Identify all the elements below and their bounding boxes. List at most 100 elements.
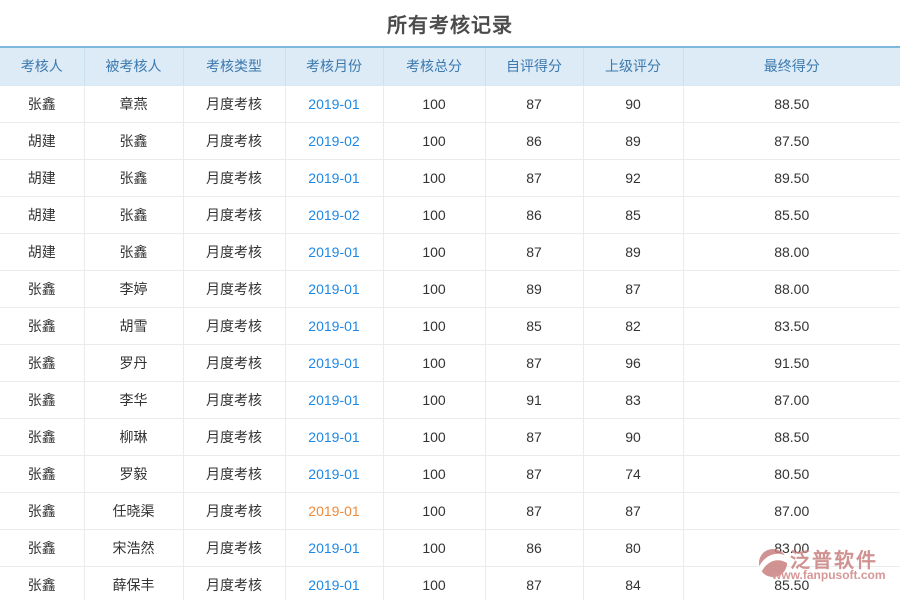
cell-superior-score: 80 <box>583 529 684 567</box>
month-link[interactable]: 2019-01 <box>308 317 360 334</box>
table-row[interactable]: 张鑫 李华 月度考核 2019-01 100 91 83 87.00 <box>0 381 900 419</box>
cell-type: 月度考核 <box>183 122 286 160</box>
cell-type: 月度考核 <box>183 233 286 271</box>
cell-assessee: 罗毅 <box>84 455 184 493</box>
month-link[interactable]: 2019-01 <box>308 465 360 482</box>
table-row[interactable]: 张鑫 宋浩然 月度考核 2019-01 100 86 80 83.00 <box>0 529 900 567</box>
cell-self-score: 89 <box>485 270 584 308</box>
cell-type: 月度考核 <box>183 381 286 419</box>
cell-type: 月度考核 <box>183 159 286 197</box>
cell-assessee: 柳琳 <box>84 418 184 456</box>
cell-superior-score: 82 <box>583 307 684 345</box>
cell-assessor: 胡建 <box>0 196 85 234</box>
cell-self-score: 86 <box>485 529 584 567</box>
cell-assessee: 张鑫 <box>84 159 184 197</box>
column-header-total: 考核总分 <box>383 46 486 86</box>
cell-final-score: 88.50 <box>683 418 900 456</box>
cell-self-score: 87 <box>485 344 584 382</box>
cell-superior-score: 92 <box>583 159 684 197</box>
table-row[interactable]: 胡建 张鑫 月度考核 2019-02 100 86 85 85.50 <box>0 196 900 234</box>
cell-assessor: 胡建 <box>0 159 85 197</box>
cell-month: 2019-02 <box>285 122 384 160</box>
month-link[interactable]: 2019-01 <box>308 428 360 445</box>
cell-total: 100 <box>383 566 486 600</box>
cell-assessor: 张鑫 <box>0 455 85 493</box>
month-link[interactable]: 2019-01 <box>308 391 360 408</box>
column-header-assessor: 考核人 <box>0 46 85 86</box>
cell-assessee: 李婷 <box>84 270 184 308</box>
month-link[interactable]: 2019-02 <box>308 206 360 223</box>
column-header-month: 考核月份 <box>285 46 384 86</box>
month-link[interactable]: 2019-01 <box>308 354 360 371</box>
table-row[interactable]: 张鑫 胡雪 月度考核 2019-01 100 85 82 83.50 <box>0 307 900 345</box>
cell-superior-score: 89 <box>583 233 684 271</box>
cell-type: 月度考核 <box>183 344 286 382</box>
assessment-table: 考核人 被考核人 考核类型 考核月份 考核总分 自评得分 上级评分 最终得分 张… <box>0 46 900 600</box>
cell-month: 2019-01 <box>285 529 384 567</box>
cell-assessor: 张鑫 <box>0 529 85 567</box>
table-row[interactable]: 张鑫 任晓渠 月度考核 2019-01 100 87 87 87.00 <box>0 492 900 530</box>
cell-total: 100 <box>383 233 486 271</box>
month-link[interactable]: 2019-02 <box>308 132 360 149</box>
cell-self-score: 87 <box>485 85 584 123</box>
table-row[interactable]: 胡建 张鑫 月度考核 2019-01 100 87 89 88.00 <box>0 233 900 271</box>
cell-total: 100 <box>383 159 486 197</box>
cell-type: 月度考核 <box>183 270 286 308</box>
cell-superior-score: 85 <box>583 196 684 234</box>
cell-final-score: 87.00 <box>683 381 900 419</box>
cell-assessee: 李华 <box>84 381 184 419</box>
cell-final-score: 89.50 <box>683 159 900 197</box>
table-row[interactable]: 张鑫 罗毅 月度考核 2019-01 100 87 74 80.50 <box>0 455 900 493</box>
cell-total: 100 <box>383 122 486 160</box>
table-row[interactable]: 张鑫 章燕 月度考核 2019-01 100 87 90 88.50 <box>0 85 900 123</box>
cell-assessor: 张鑫 <box>0 85 85 123</box>
cell-assessor: 张鑫 <box>0 566 85 600</box>
cell-assessor: 胡建 <box>0 233 85 271</box>
cell-final-score: 87.00 <box>683 492 900 530</box>
cell-final-score: 85.50 <box>683 196 900 234</box>
month-link[interactable]: 2019-01 <box>308 280 360 297</box>
table-row[interactable]: 张鑫 薛保丰 月度考核 2019-01 100 87 84 85.50 <box>0 566 900 600</box>
cell-self-score: 87 <box>485 159 584 197</box>
table-row[interactable]: 胡建 张鑫 月度考核 2019-01 100 87 92 89.50 <box>0 159 900 197</box>
cell-total: 100 <box>383 455 486 493</box>
cell-total: 100 <box>383 344 486 382</box>
cell-type: 月度考核 <box>183 566 286 600</box>
cell-month: 2019-01 <box>285 233 384 271</box>
cell-month: 2019-01 <box>285 270 384 308</box>
table-row[interactable]: 胡建 张鑫 月度考核 2019-02 100 86 89 87.50 <box>0 122 900 160</box>
cell-assessor: 张鑫 <box>0 381 85 419</box>
cell-type: 月度考核 <box>183 85 286 123</box>
cell-total: 100 <box>383 492 486 530</box>
cell-self-score: 86 <box>485 122 584 160</box>
month-link[interactable]: 2019-01 <box>308 539 360 556</box>
cell-superior-score: 87 <box>583 270 684 308</box>
table-row[interactable]: 张鑫 李婷 月度考核 2019-01 100 89 87 88.00 <box>0 270 900 308</box>
month-link[interactable]: 2019-01 <box>308 576 360 593</box>
cell-month: 2019-01 <box>285 566 384 600</box>
cell-assessor: 张鑫 <box>0 270 85 308</box>
column-header-type: 考核类型 <box>183 46 286 86</box>
table-row[interactable]: 张鑫 罗丹 月度考核 2019-01 100 87 96 91.50 <box>0 344 900 382</box>
month-link[interactable]: 2019-01 <box>308 169 360 186</box>
table-row[interactable]: 张鑫 柳琳 月度考核 2019-01 100 87 90 88.50 <box>0 418 900 456</box>
month-link[interactable]: 2019-01 <box>308 502 360 519</box>
cell-month: 2019-01 <box>285 418 384 456</box>
cell-total: 100 <box>383 270 486 308</box>
cell-assessee: 张鑫 <box>84 233 184 271</box>
cell-superior-score: 83 <box>583 381 684 419</box>
month-link[interactable]: 2019-01 <box>308 243 360 260</box>
cell-self-score: 85 <box>485 307 584 345</box>
cell-month: 2019-01 <box>285 381 384 419</box>
cell-total: 100 <box>383 529 486 567</box>
cell-self-score: 86 <box>485 196 584 234</box>
cell-month: 2019-01 <box>285 492 384 530</box>
cell-total: 100 <box>383 85 486 123</box>
cell-total: 100 <box>383 307 486 345</box>
cell-assessee: 罗丹 <box>84 344 184 382</box>
month-link[interactable]: 2019-01 <box>308 95 360 112</box>
cell-self-score: 87 <box>485 566 584 600</box>
column-header-superior-score: 上级评分 <box>583 46 684 86</box>
table-header: 考核人 被考核人 考核类型 考核月份 考核总分 自评得分 上级评分 最终得分 <box>0 46 900 86</box>
